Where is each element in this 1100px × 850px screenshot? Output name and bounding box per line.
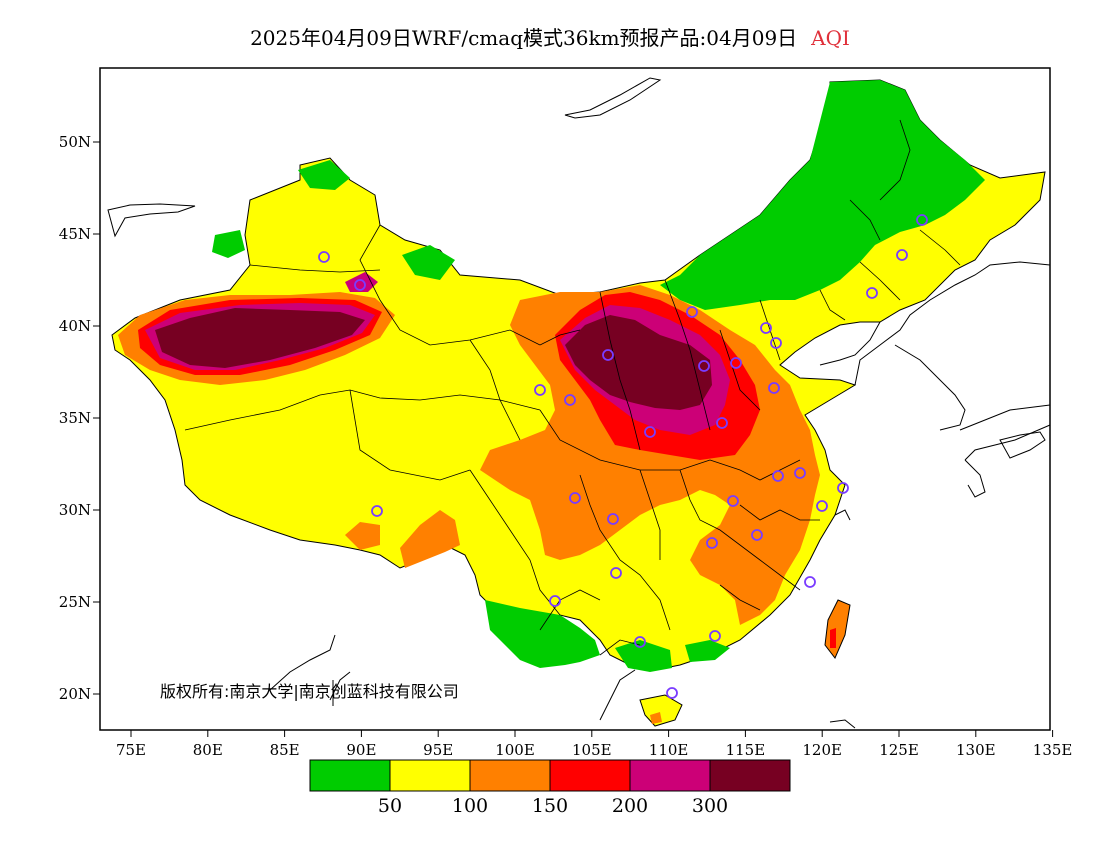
region-hainan-orange [650,712,662,724]
station-marker [751,529,763,541]
region-good-south [485,600,600,668]
y-tick-label: 35N [59,409,91,427]
legend-swatch [469,759,551,792]
y-tick-label: 20N [59,685,91,703]
region-good-guangxi [615,640,672,672]
station-marker [318,251,330,263]
station-marker [916,214,928,226]
x-tick-label: 115E [726,741,766,759]
station-marker [644,426,656,438]
station-marker [716,417,728,429]
legend-swatch [389,759,471,792]
y-tick-label: 50N [59,133,91,151]
y-tick-label: 25N [59,593,91,611]
region-hainan [639,694,683,727]
station-marker [354,279,366,291]
province-boundaries [184,119,961,656]
legend-swatch [709,759,791,792]
region-good-xinjiang-east [402,245,455,280]
x-tick-label: 80E [193,741,223,759]
station-marker [549,595,561,607]
x-tick-label: 105E [572,741,612,759]
title-variable: AQI [811,26,850,50]
x-tick-label: 120E [802,741,842,759]
legend-label: 50 [378,795,402,817]
region-hazardous-xinjiang [155,308,365,368]
x-tick-label: 130E [956,741,996,759]
x-tick-label: 85E [270,741,300,759]
legend-label: 150 [532,795,568,817]
legend-label: 100 [452,795,488,817]
station-marker [760,322,772,334]
station-marker [837,482,849,494]
region-good-small-nw [298,160,350,190]
y-tick-label: 40N [59,317,91,335]
station-marker [768,382,780,394]
station-marker [610,567,622,579]
region-good-xinjiang-west [212,230,245,258]
station-marker [896,249,908,261]
station-markers [318,214,928,699]
region-good-northeast [660,80,985,310]
region-usg-southwest [400,510,460,568]
region-hazardous-central [565,315,712,410]
station-marker [569,492,581,504]
y-tick-label: 30N [59,501,91,519]
legend-label: 300 [692,795,728,817]
legend-label: 200 [612,795,648,817]
region-usg-tibet-east [345,522,380,550]
legend-swatch [629,759,711,792]
y-tick-label: 45N [59,225,91,243]
station-marker [698,360,710,372]
x-axis: 75E 80E 85E 90E 95E 100E 105E 110E 115E 120E 125E 1… [116,730,1072,759]
legend-swatch [549,759,631,792]
x-tick-label: 75E [116,741,146,759]
x-tick-label: 135E [1033,741,1073,759]
station-marker [770,337,782,349]
map-frame [99,67,1051,731]
x-tick-label: 95E [423,741,453,759]
copyright-text: 版权所有:南京大学|南京创蓝科技有限公司 [160,682,459,701]
legend-swatch [309,759,391,792]
region-very-unhealthy-north [345,272,378,292]
station-marker [730,357,742,369]
station-marker [772,470,784,482]
station-marker [804,576,816,588]
station-marker [794,467,806,479]
x-tick-label: 110E [649,741,689,759]
station-marker [686,306,698,318]
station-marker [816,500,828,512]
station-marker [709,630,721,642]
map-title: 2025年04月09日WRF/cmaq模式36km预报产品:04月09日 AQI [0,22,1100,51]
station-marker [866,287,878,299]
station-marker [727,495,739,507]
region-good-guangdong [685,640,730,662]
coastlines [107,77,1051,729]
region-taiwan-red [830,628,836,648]
station-marker [534,384,546,396]
station-marker [564,394,576,406]
x-tick-label: 100E [495,741,535,759]
station-marker [634,636,646,648]
y-axis: 20N 25N 30N 35N 40N 45N 50N [59,133,100,703]
station-marker [607,513,619,525]
station-marker [706,537,718,549]
x-tick-label: 125E [879,741,919,759]
title-main: 2025年04月09日WRF/cmaq模式36km预报产品:04月09日 [250,26,798,50]
aqi-legend: 50 100 150 200 300 [309,759,791,817]
station-marker [371,505,383,517]
x-tick-label: 90E [346,741,376,759]
station-marker [666,687,678,699]
station-marker [602,349,614,361]
